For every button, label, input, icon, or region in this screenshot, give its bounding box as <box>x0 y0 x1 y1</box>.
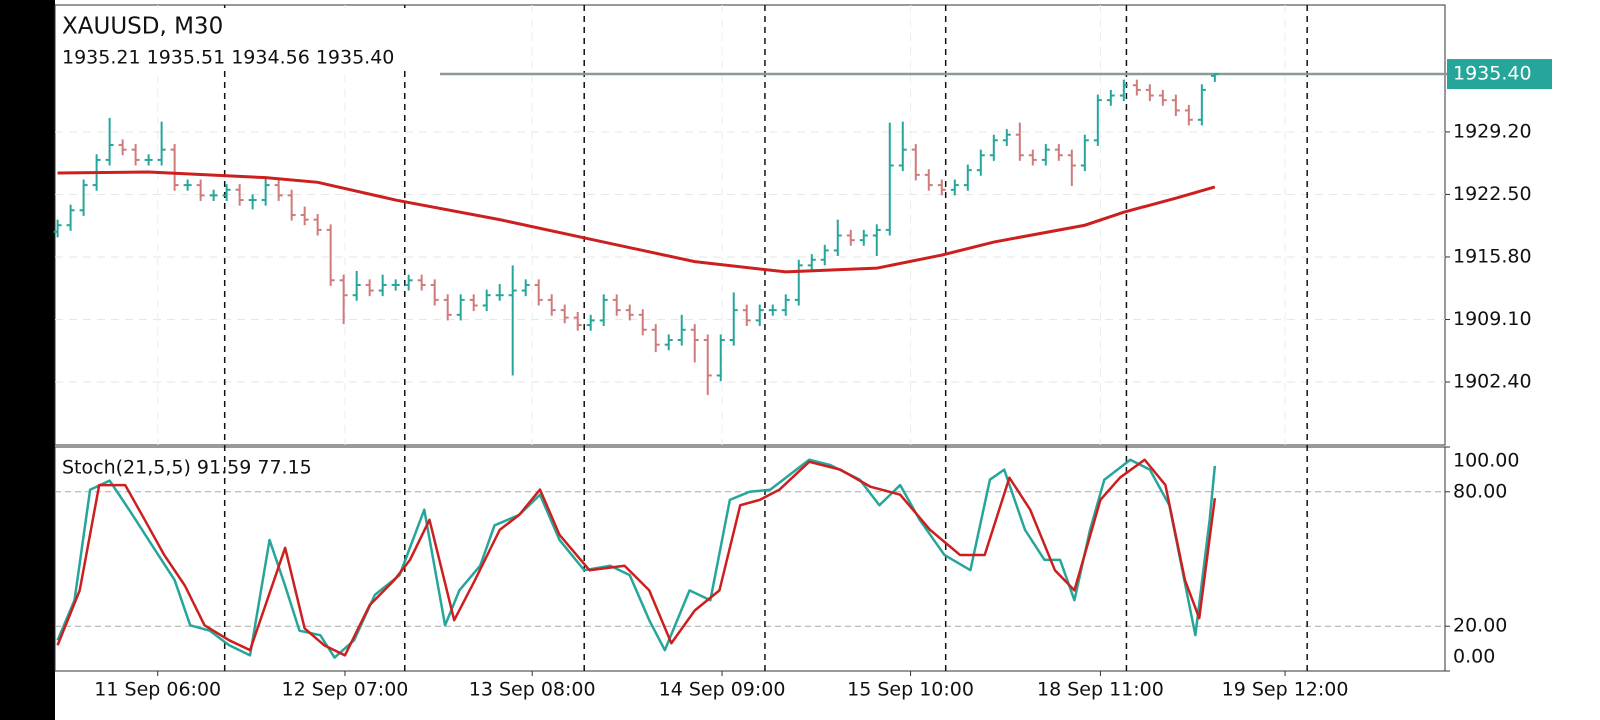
x-tick-label: 12 Sep 07:00 <box>282 679 409 701</box>
chart-title: XAUUSD, M30 <box>62 14 223 40</box>
stoch-line <box>56 458 1217 657</box>
price-tag <box>1447 59 1552 90</box>
y-tick-label: 1929.20 <box>1453 120 1532 142</box>
ohlc-label: 1935.21 1935.51 1934.56 1935.40 <box>62 47 394 69</box>
y-tick-label: 0.00 <box>1453 646 1495 668</box>
x-tick-label: 11 Sep 06:00 <box>94 679 221 701</box>
y-tick-label: 1902.40 <box>1453 371 1532 393</box>
price-tag-label: 1935.40 <box>1453 63 1532 85</box>
y-tick-label: 1909.10 <box>1453 308 1532 330</box>
stoch-label: Stoch(21,5,5) 91.59 77.15 <box>62 457 312 479</box>
x-tick-label: 13 Sep 08:00 <box>469 679 596 701</box>
price-panel <box>54 4 1446 446</box>
y-tick-label: 1922.50 <box>1453 183 1532 205</box>
stoch-line <box>56 458 1217 659</box>
x-tick-label: 18 Sep 11:00 <box>1037 679 1164 701</box>
left-bezel <box>0 0 55 720</box>
x-tick-label: 14 Sep 09:00 <box>659 679 786 701</box>
stoch-panel <box>54 446 1446 672</box>
x-tick-label: 19 Sep 12:00 <box>1222 679 1349 701</box>
y-tick-label: 1915.80 <box>1453 245 1532 267</box>
moving-average <box>57 170 1216 274</box>
y-tick-label: 100.00 <box>1453 450 1519 472</box>
y-tick-label: 80.00 <box>1453 480 1507 502</box>
y-tick-label: 20.00 <box>1453 615 1507 637</box>
header-bg <box>57 8 442 70</box>
marks <box>53 73 1219 659</box>
x-tick-label: 15 Sep 10:00 <box>847 679 974 701</box>
